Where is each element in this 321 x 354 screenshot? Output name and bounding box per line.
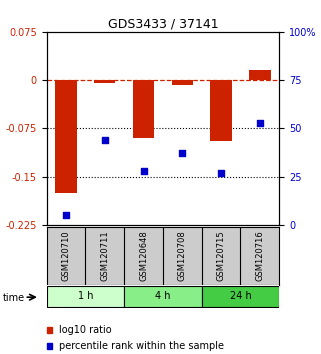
Text: 1 h: 1 h [78, 291, 93, 301]
Point [257, 120, 263, 125]
Text: GSM120648: GSM120648 [139, 230, 148, 281]
Point [102, 137, 107, 143]
Text: GSM120708: GSM120708 [178, 230, 187, 281]
Bar [202, 286, 279, 307]
Bar [249, 70, 271, 80]
Bar [94, 80, 115, 83]
Bar [55, 80, 77, 193]
Point [141, 168, 146, 173]
Text: GSM120711: GSM120711 [100, 230, 109, 281]
Text: log10 ratio: log10 ratio [59, 325, 111, 335]
Text: time: time [3, 293, 25, 303]
Point [180, 150, 185, 156]
Text: GSM120710: GSM120710 [61, 230, 70, 281]
Bar [133, 80, 154, 138]
Bar [211, 80, 232, 141]
Text: GSM120716: GSM120716 [256, 230, 265, 281]
Bar [47, 286, 124, 307]
Point [219, 170, 224, 176]
Title: GDS3433 / 37141: GDS3433 / 37141 [108, 18, 218, 31]
Text: GSM120715: GSM120715 [217, 230, 226, 281]
Text: 24 h: 24 h [230, 291, 251, 301]
Point [63, 212, 68, 218]
Bar [172, 80, 193, 85]
Bar [124, 286, 202, 307]
Text: 4 h: 4 h [155, 291, 171, 301]
Text: percentile rank within the sample: percentile rank within the sample [59, 341, 224, 351]
